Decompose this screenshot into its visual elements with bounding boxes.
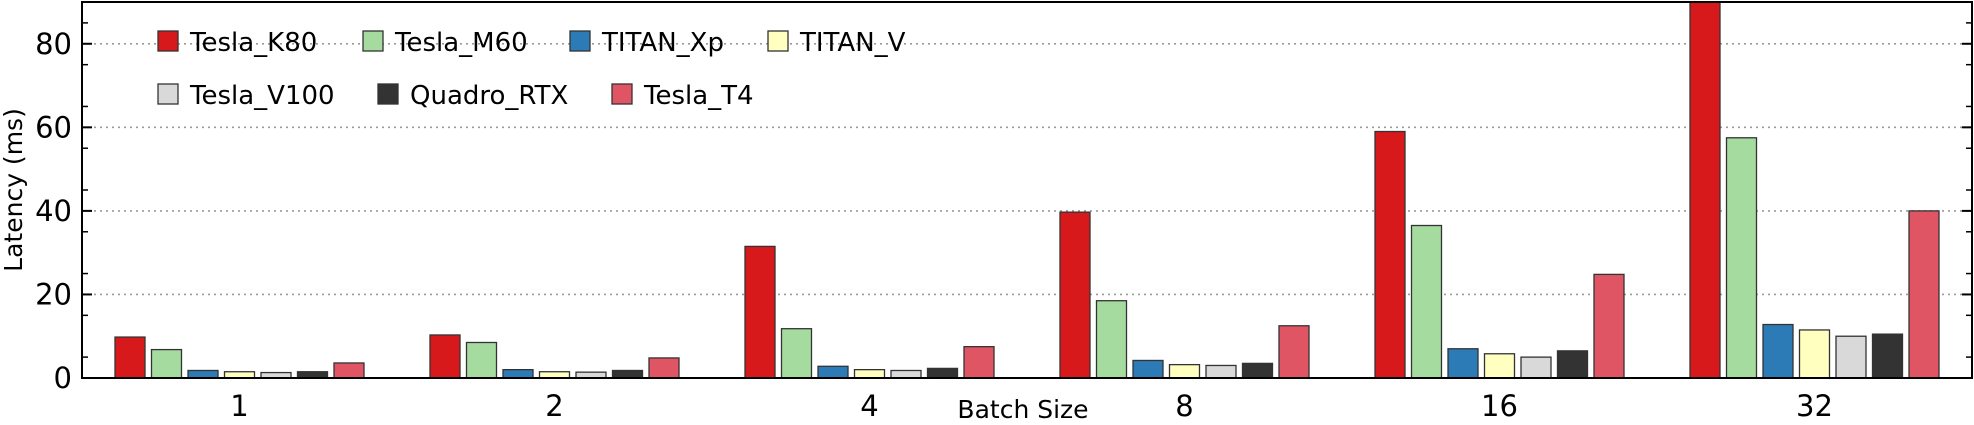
x-tick-label: 1 [230, 389, 248, 423]
bar-quadro-rtx-batch-8 [1241, 362, 1274, 379]
legend: Tesla_K80 Tesla_M60 TITAN_Xp TITAN_V Tesla_V… [157, 28, 906, 111]
bar-tesla-k80-batch-8 [1059, 211, 1091, 379]
bars [114, 1, 1940, 379]
bar-tesla-v100-batch-32 [1835, 335, 1867, 379]
bar-titan-v-batch-8 [1168, 363, 1201, 379]
x-tick-label: 2 [545, 389, 563, 423]
bar-tesla-k80-batch-32 [1689, 1, 1721, 379]
bar-titan-xp-batch-4 [817, 365, 849, 379]
bar-quadro-rtx-batch-4 [926, 367, 959, 379]
bar-tesla-m60-batch-4 [780, 328, 813, 379]
bar-titan-xp-batch-2 [502, 368, 534, 379]
bar-tesla-t4-batch-8 [1278, 325, 1310, 379]
x-axis-title: Batch Size [957, 395, 1088, 424]
legend-swatch-tesla-m60 [362, 30, 384, 52]
bar-tesla-k80-batch-16 [1374, 130, 1406, 379]
bar-tesla-m60-batch-8 [1095, 300, 1128, 379]
bar-titan-v-batch-4 [853, 368, 886, 379]
grid-lines [82, 42, 1972, 296]
legend-label-tesla-m60: Tesla_M60 [394, 28, 528, 58]
bar-tesla-k80-batch-1 [114, 336, 146, 379]
bar-tesla-k80-batch-2 [429, 334, 461, 379]
bar-tesla-t4-batch-32 [1908, 210, 1940, 379]
legend-swatch-tesla-v100 [157, 83, 179, 105]
bar-quadro-rtx-batch-16 [1556, 350, 1589, 379]
y-tick-label: 20 [35, 277, 72, 311]
bar-tesla-t4-batch-4 [963, 346, 995, 379]
bar-quadro-rtx-batch-2 [611, 369, 644, 379]
legend-label-titan-v: TITAN_V [799, 28, 906, 58]
bar-tesla-t4-batch-16 [1593, 273, 1625, 379]
x-tick-label: 8 [1175, 389, 1193, 423]
bar-tesla-m60-batch-2 [465, 341, 498, 379]
bar-tesla-v100-batch-8 [1205, 364, 1237, 379]
legend-label-tesla-k80: Tesla_K80 [189, 28, 317, 58]
x-tick-label: 4 [860, 389, 878, 423]
bar-titan-xp-batch-32 [1762, 323, 1794, 379]
legend-label-titan-xp: TITAN_Xp [601, 28, 724, 58]
y-tick-label: 80 [35, 27, 72, 61]
bar-tesla-m60-batch-16 [1410, 224, 1443, 379]
legend-swatch-titan-v [767, 30, 789, 52]
bar-quadro-rtx-batch-32 [1871, 333, 1904, 379]
bar-tesla-t4-batch-2 [648, 357, 680, 379]
legend-swatch-tesla-k80 [157, 30, 179, 52]
x-tick-label: 16 [1481, 389, 1518, 423]
y-tick-label: 40 [35, 194, 72, 228]
bar-tesla-t4-batch-1 [333, 362, 365, 379]
bar-titan-xp-batch-16 [1447, 348, 1479, 379]
bar-titan-xp-batch-1 [187, 369, 219, 379]
y-tick-label: 60 [35, 110, 72, 144]
x-tick-label: 32 [1796, 389, 1833, 423]
bar-tesla-k80-batch-4 [744, 245, 776, 379]
plot-frame [81, 1, 1973, 379]
legend-swatch-titan-xp [569, 30, 591, 52]
bar-titan-v-batch-32 [1798, 329, 1831, 379]
axis-ticks: 0 20 40 60 80 1 2 4 8 16 32 [35, 22, 1972, 423]
bar-titan-v-batch-16 [1483, 353, 1516, 379]
bar-tesla-m60-batch-1 [150, 348, 183, 379]
bar-tesla-v100-batch-16 [1520, 356, 1552, 379]
legend-swatch-quadro-rtx [377, 83, 399, 105]
legend-label-tesla-t4: Tesla_T4 [643, 81, 754, 111]
y-tick-label: 0 [54, 361, 72, 395]
bar-tesla-v100-batch-4 [890, 369, 922, 379]
legend-swatch-tesla-t4 [611, 83, 633, 105]
legend-label-quadro-rtx: Quadro_RTX [410, 81, 568, 111]
bar-titan-xp-batch-8 [1132, 359, 1164, 379]
bar-tesla-m60-batch-32 [1725, 137, 1758, 379]
y-axis-title: Latency (ms) [0, 108, 28, 272]
legend-label-tesla-v100: Tesla_V100 [189, 81, 335, 111]
